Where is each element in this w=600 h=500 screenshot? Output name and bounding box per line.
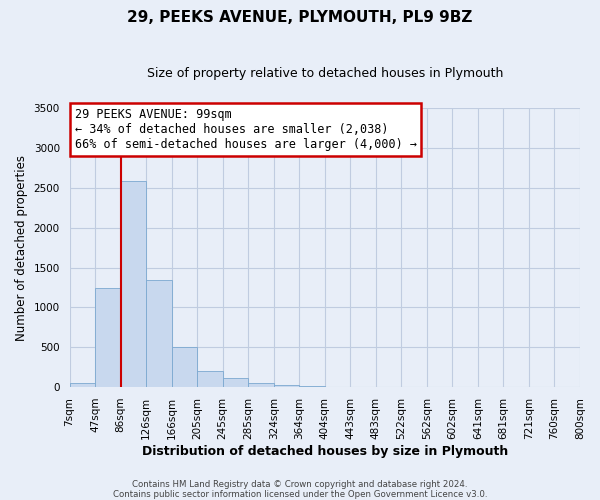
Text: 29, PEEKS AVENUE, PLYMOUTH, PL9 9BZ: 29, PEEKS AVENUE, PLYMOUTH, PL9 9BZ: [127, 10, 473, 25]
Bar: [223, 378, 248, 387]
Text: Contains public sector information licensed under the Open Government Licence v3: Contains public sector information licen…: [113, 490, 487, 499]
X-axis label: Distribution of detached houses by size in Plymouth: Distribution of detached houses by size …: [142, 444, 508, 458]
Text: 29 PEEKS AVENUE: 99sqm
← 34% of detached houses are smaller (2,038)
66% of semi-: 29 PEEKS AVENUE: 99sqm ← 34% of detached…: [74, 108, 416, 151]
Bar: [121, 180, 146, 387]
Bar: [248, 383, 274, 387]
Bar: [95, 288, 121, 387]
Text: Contains HM Land Registry data © Crown copyright and database right 2024.: Contains HM Land Registry data © Crown c…: [132, 480, 468, 489]
Bar: [197, 371, 223, 387]
Bar: [146, 280, 172, 387]
Bar: [70, 383, 95, 387]
Bar: [274, 384, 299, 387]
Title: Size of property relative to detached houses in Plymouth: Size of property relative to detached ho…: [146, 68, 503, 80]
Bar: [172, 347, 197, 387]
Y-axis label: Number of detached properties: Number of detached properties: [15, 154, 28, 340]
Bar: [299, 386, 325, 387]
